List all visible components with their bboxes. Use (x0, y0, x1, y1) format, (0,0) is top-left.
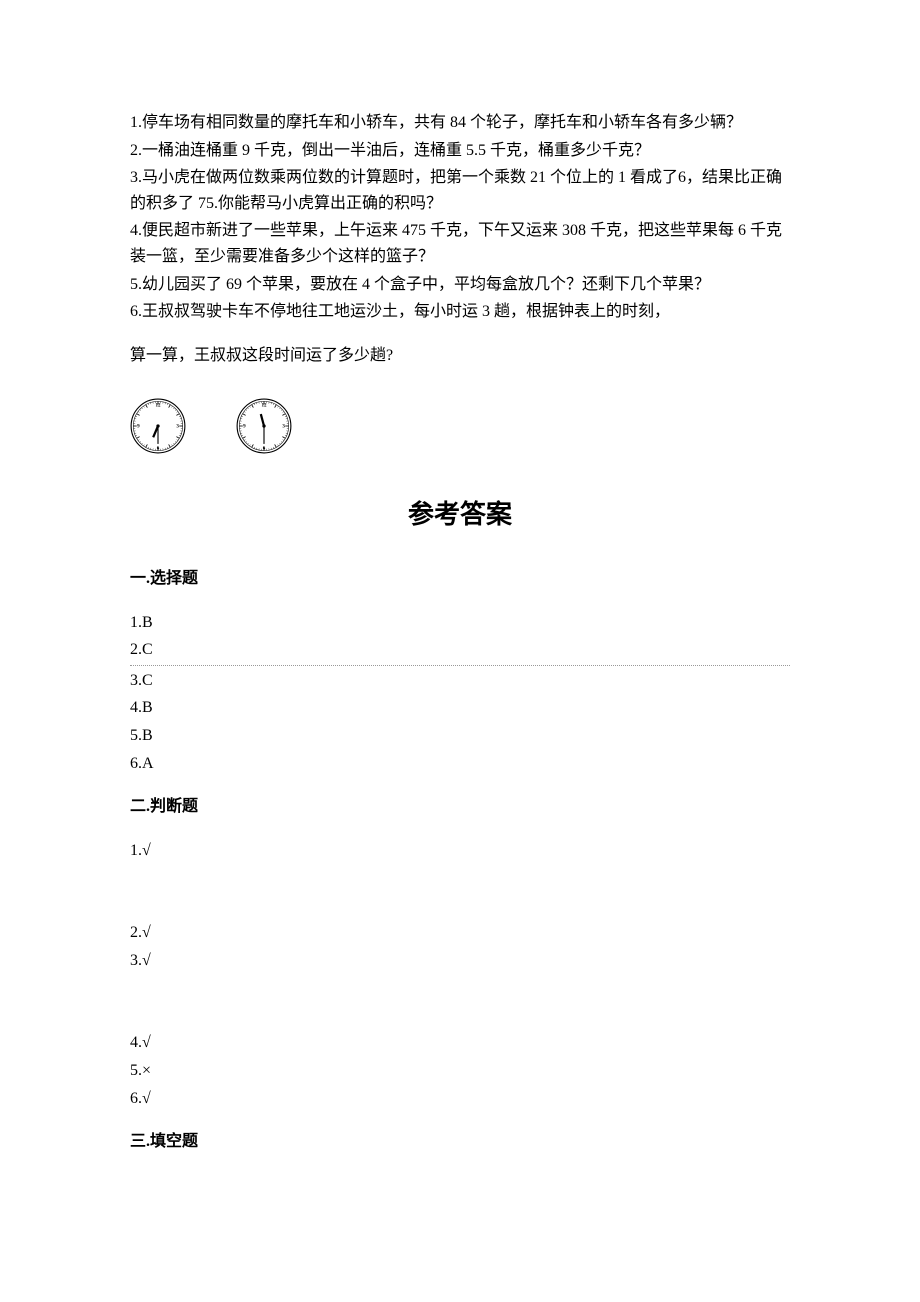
judge-answer: 4.√ (130, 1030, 790, 1056)
blank-gap (130, 865, 790, 920)
choice-answer: 4.B (130, 695, 790, 721)
judge-answer: 3.√ (130, 948, 790, 974)
choice-answer: 5.B (130, 723, 790, 749)
choice-answer: 1.B (130, 610, 790, 636)
document-page: 1.停车场有相同数量的摩托车和小轿车，共有 84 个轮子，摩托车和小轿车各有多少… (0, 0, 920, 1233)
problem-6-line1: 6.王叔叔驾驶卡车不停地往工地运沙土，每小时运 3 趟，根据钟表上的时刻， (130, 299, 790, 325)
divider-line (130, 665, 790, 666)
clock-2: 12 3 6 9 (236, 398, 292, 454)
choice-answer: 6.A (130, 751, 790, 777)
problem-4: 4.便民超市新进了一些苹果，上午运来 475 千克，下午又运来 308 千克，把… (130, 218, 790, 269)
problem-2: 2.一桶油连桶重 9 千克，倒出一半油后，连桶重 5.5 千克，桶重多少千克？ (130, 138, 790, 164)
choice-answer: 2.C (130, 637, 790, 663)
svg-text:3: 3 (282, 424, 285, 430)
problem-6-line2: 算一算，王叔叔这段时间运了多少趟? (130, 343, 790, 369)
clock-row: 12 3 6 9 12 3 6 9 (130, 398, 790, 454)
svg-text:3: 3 (176, 424, 179, 430)
section-choice-header: 一.选择题 (130, 566, 790, 592)
judge-answer: 1.√ (130, 838, 790, 864)
problem-3: 3.马小虎在做两位数乘两位数的计算题时，把第一个乘数 21 个位上的 1 看成了… (130, 165, 790, 216)
clock-1: 12 3 6 9 (130, 398, 186, 454)
answer-title: 参考答案 (130, 494, 790, 536)
choice-answer: 3.C (130, 668, 790, 694)
blank-gap (130, 975, 790, 1030)
problem-1: 1.停车场有相同数量的摩托车和小轿车，共有 84 个轮子，摩托车和小轿车各有多少… (130, 110, 790, 136)
section-judge-header: 二.判断题 (130, 794, 790, 820)
judge-answer: 6.√ (130, 1086, 790, 1112)
svg-text:12: 12 (261, 403, 267, 409)
svg-text:9: 9 (243, 424, 246, 430)
judge-answer: 2.√ (130, 920, 790, 946)
judge-answer: 5.× (130, 1058, 790, 1084)
svg-text:9: 9 (137, 424, 140, 430)
problem-5: 5.幼儿园买了 69 个苹果，要放在 4 个盒子中，平均每盒放几个？还剩下几个苹… (130, 272, 790, 298)
section-fill-header: 三.填空题 (130, 1129, 790, 1155)
svg-text:12: 12 (155, 403, 161, 409)
